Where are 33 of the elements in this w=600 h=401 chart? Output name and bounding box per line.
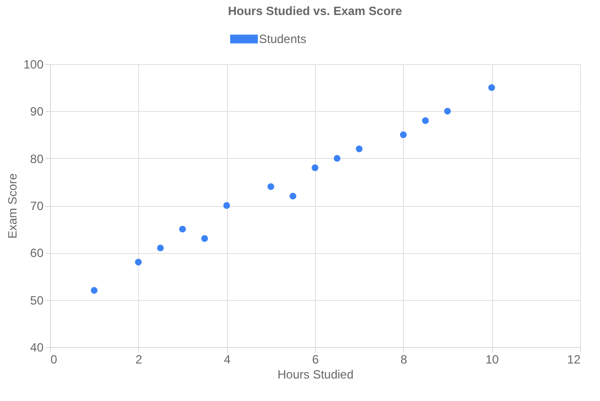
x-tick-label: 4: [224, 352, 231, 366]
point: [201, 235, 208, 242]
x-tick-label: 6: [312, 352, 320, 366]
x-tick-label: 0: [50, 352, 58, 366]
point: [334, 154, 340, 162]
point: [134, 258, 142, 266]
y-tick-label: 50: [30, 293, 44, 308]
point: [157, 244, 164, 252]
y-axis-title: Exam Score: [5, 173, 20, 239]
point: [488, 84, 496, 91]
point: [290, 192, 296, 200]
y-tick-label: 70: [30, 199, 44, 213]
point: [90, 287, 98, 294]
y-tick-label: 40: [30, 340, 44, 354]
point: [444, 108, 451, 115]
y-tick-label: 80: [30, 152, 44, 166]
point: [223, 202, 230, 209]
x-tick-label: 2: [135, 352, 142, 366]
y-tick-label: 100: [23, 58, 44, 72]
y-tick-label: 60: [30, 246, 44, 260]
point: [356, 146, 363, 152]
chart-title: Hours Studied vs. Exam Score: [228, 4, 402, 18]
point: [179, 226, 186, 232]
point: [400, 131, 407, 138]
point: [312, 164, 318, 172]
point: [422, 117, 429, 124]
legend-label: Students: [259, 32, 306, 46]
x-tick-label: 10: [485, 352, 500, 366]
y-tick-label: 90: [30, 104, 44, 119]
point: [267, 183, 274, 190]
x-tick-label: 8: [400, 352, 408, 366]
x-tick-label: 12: [567, 352, 581, 366]
x-axis-title: Hours Studied: [277, 368, 354, 382]
